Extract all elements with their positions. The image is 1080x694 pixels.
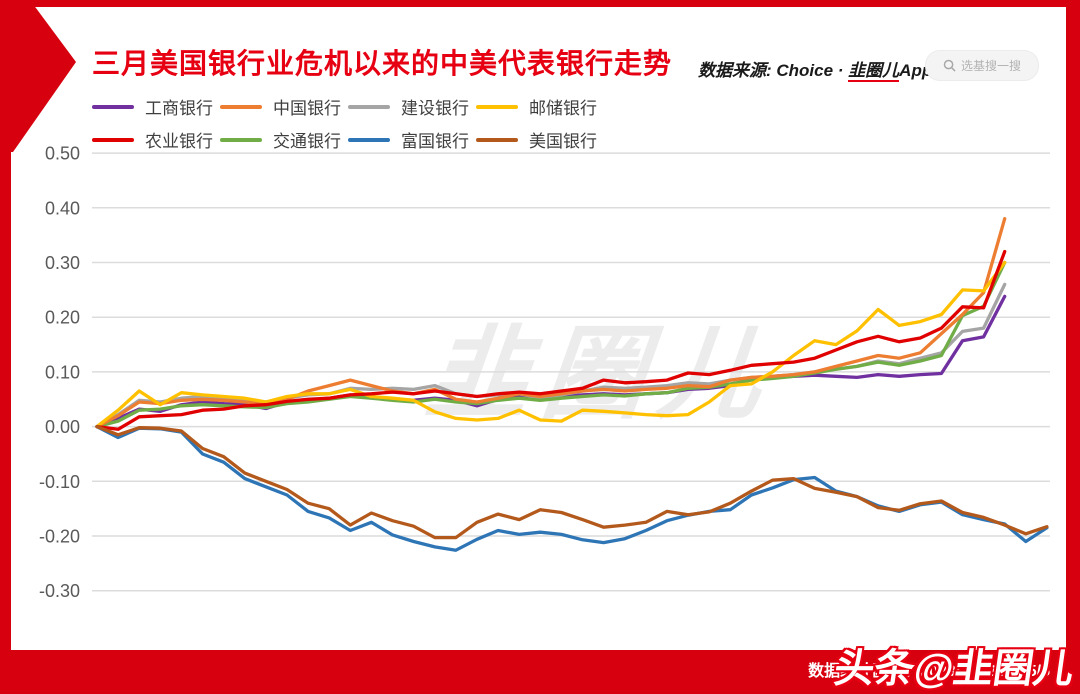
data-source-label: 数据来源: Choice · 韭圈儿App [698, 56, 933, 82]
legend-item-中国银行: 中国银行 [220, 94, 348, 119]
legend-item-美国银行: 美国银行 [476, 127, 604, 152]
y-tick-label: -0.30 [39, 581, 80, 601]
legend-item-交通银行: 交通银行 [220, 127, 348, 152]
y-tick-label: 0.50 [45, 144, 80, 164]
brand-logo-text: 韭圈儿 [848, 61, 900, 82]
legend-label: 富国银行 [401, 132, 469, 151]
legend-swatch [220, 137, 262, 142]
y-tick-label: 0.10 [45, 362, 80, 382]
data-source-prefix: 数据来源: Choice · [698, 61, 849, 80]
y-tick-label: -0.20 [39, 527, 80, 547]
legend-swatch [348, 104, 390, 109]
legend-item-邮储银行: 邮储银行 [476, 94, 604, 119]
search-icon [943, 59, 956, 72]
legend-label: 美国银行 [529, 132, 597, 151]
frame-top [0, 0, 1080, 7]
legend-swatch [220, 104, 262, 109]
corner-arrow-ornament [0, 0, 76, 152]
y-tick-label: 0.40 [45, 198, 80, 218]
legend-swatch [476, 104, 518, 109]
legend-row-2: 农业银行 交通银行 富国银行 美国银行 [92, 123, 604, 156]
search-input[interactable]: 选基搜一搜 [925, 50, 1039, 81]
legend-label: 交通银行 [273, 132, 341, 151]
series-line-富国银行 [95, 424, 1049, 552]
y-tick-label: 0.20 [45, 308, 80, 328]
legend: 工商银行 中国银行 建设银行 邮储银行 农业银行 交通银行 富国银行 美国银行 [92, 90, 604, 156]
search-placeholder: 选基搜一搜 [960, 59, 1021, 73]
legend-item-工商银行: 工商银行 [92, 94, 220, 119]
legend-item-农业银行: 农业银行 [92, 127, 220, 152]
data-source-suffix: App [899, 61, 933, 80]
series-line-农业银行 [95, 249, 1007, 431]
footer-bar [0, 650, 1080, 694]
legend-swatch [92, 104, 134, 109]
series-line-中国银行 [95, 217, 1007, 429]
y-tick-label: 0.00 [45, 417, 80, 437]
frame-left [0, 0, 11, 694]
y-tick-label: -0.10 [39, 472, 80, 492]
legend-item-建设银行: 建设银行 [348, 94, 476, 119]
legend-row-1: 工商银行 中国银行 建设银行 邮储银行 [92, 90, 604, 123]
legend-label: 农业银行 [145, 132, 213, 151]
legend-label: 中国银行 [273, 99, 341, 118]
date-range-label: 数据统计区间：2023/3/1-2023/5/5 [808, 663, 1050, 680]
legend-swatch [92, 137, 134, 142]
legend-swatch [476, 137, 518, 142]
y-tick-label: 0.30 [45, 253, 80, 273]
frame-right [1066, 0, 1080, 694]
footer-watermark: 头条@韭圈儿 [831, 647, 1077, 691]
series-line-邮储银行 [95, 260, 1007, 429]
series-line-美国银行 [95, 424, 1049, 540]
legend-label: 建设银行 [401, 99, 469, 118]
legend-label: 工商银行 [145, 99, 213, 118]
page-title: 三月美国银行业危机以来的中美代表银行走势 [92, 48, 673, 79]
legend-label: 邮储银行 [529, 99, 597, 118]
legend-item-富国银行: 富国银行 [348, 127, 476, 152]
legend-swatch [348, 137, 390, 142]
